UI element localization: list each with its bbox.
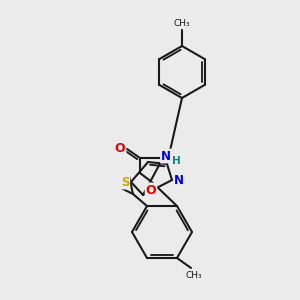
Text: O: O [115,142,125,154]
Text: O: O [146,184,156,196]
Text: H: H [172,156,180,166]
Text: N: N [174,173,184,187]
Text: S: S [121,176,129,188]
Text: CH₃: CH₃ [186,272,202,280]
Text: N: N [161,149,171,163]
Text: CH₃: CH₃ [174,20,190,28]
